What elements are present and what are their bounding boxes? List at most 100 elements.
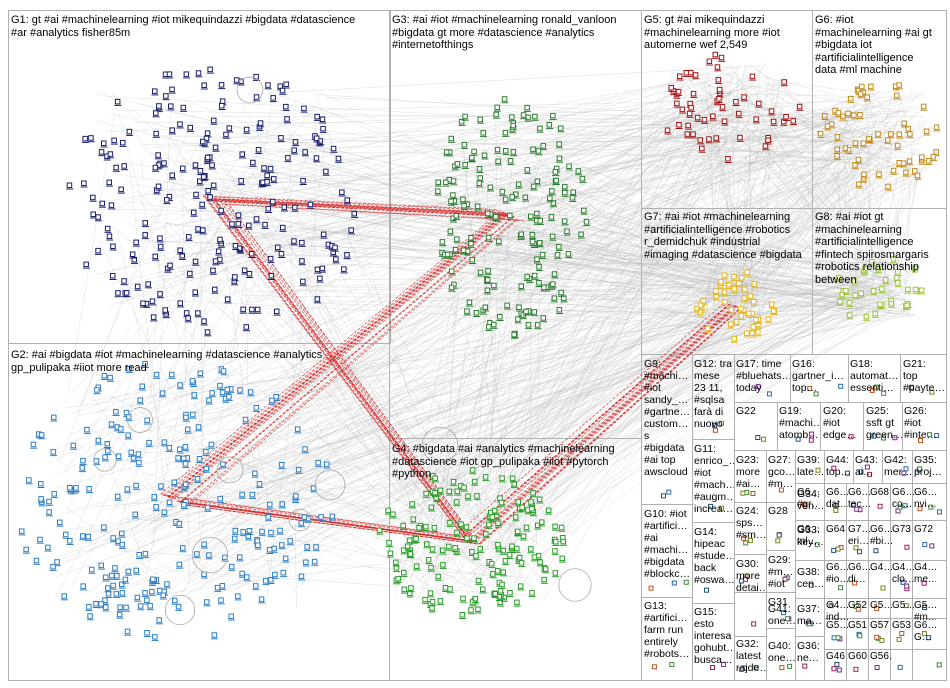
node <box>523 308 529 315</box>
edge <box>859 168 917 316</box>
node <box>175 603 182 610</box>
edge <box>202 87 747 253</box>
node <box>852 162 858 168</box>
edge <box>448 286 750 296</box>
node <box>484 287 491 293</box>
node <box>253 216 260 222</box>
node <box>510 122 516 129</box>
node <box>453 213 459 219</box>
edge-heavy <box>188 504 478 545</box>
node <box>437 487 444 494</box>
node <box>545 507 552 514</box>
node <box>440 562 446 568</box>
node <box>317 275 323 282</box>
node <box>153 110 159 116</box>
tiny-group-label: G6… dat… <box>826 487 848 510</box>
edge <box>328 218 502 258</box>
node <box>460 247 467 253</box>
node <box>920 103 927 110</box>
edge <box>451 92 915 248</box>
node <box>564 228 570 235</box>
node <box>218 207 224 214</box>
node <box>501 96 508 102</box>
edge <box>212 280 729 519</box>
edge <box>856 92 893 269</box>
edge <box>463 215 523 304</box>
edge-heavy <box>202 194 464 537</box>
edge <box>273 314 706 510</box>
node <box>268 273 275 279</box>
node <box>850 502 856 508</box>
node <box>311 558 318 565</box>
edge-heavy <box>163 211 504 496</box>
node <box>553 539 559 545</box>
edge <box>315 91 454 540</box>
node <box>485 234 492 241</box>
node <box>524 273 530 280</box>
node <box>864 94 870 100</box>
node <box>779 665 785 671</box>
node <box>80 533 86 539</box>
node <box>751 621 757 627</box>
edge-heavy <box>463 302 732 538</box>
node <box>279 87 286 94</box>
node <box>721 272 728 278</box>
edge <box>434 298 879 598</box>
edge <box>468 275 860 510</box>
node <box>265 82 271 88</box>
edge <box>487 158 522 247</box>
node <box>676 122 682 128</box>
node <box>319 265 326 272</box>
node <box>177 300 183 306</box>
node <box>193 191 199 198</box>
edge <box>429 101 752 580</box>
node <box>299 258 305 264</box>
node <box>131 256 137 263</box>
node <box>461 202 467 209</box>
node <box>300 178 306 184</box>
edge <box>396 126 759 483</box>
node <box>469 467 476 473</box>
node <box>831 547 837 553</box>
edge <box>437 77 707 593</box>
node <box>765 316 772 322</box>
edge <box>146 111 763 231</box>
node <box>504 302 510 309</box>
node <box>904 302 910 309</box>
edge <box>164 70 713 239</box>
node <box>98 562 104 569</box>
node <box>753 317 759 323</box>
edge <box>760 154 896 296</box>
node <box>531 272 538 279</box>
node <box>116 611 123 618</box>
node <box>535 148 542 154</box>
edge <box>754 74 838 96</box>
node <box>320 231 327 238</box>
node <box>922 542 928 548</box>
node <box>235 221 242 227</box>
node <box>562 189 568 196</box>
node <box>509 114 515 120</box>
node <box>249 491 256 498</box>
edge-heavy <box>208 196 500 212</box>
node <box>106 233 113 239</box>
node <box>88 135 94 141</box>
edge <box>845 165 860 283</box>
node <box>529 238 536 245</box>
node <box>859 83 865 90</box>
node <box>80 457 86 464</box>
node <box>923 128 930 134</box>
node <box>461 142 468 148</box>
node <box>387 550 394 556</box>
node <box>161 509 168 515</box>
node <box>494 568 501 574</box>
edge-heavy <box>210 198 468 539</box>
node <box>119 530 125 537</box>
node <box>33 557 40 564</box>
node <box>502 196 509 203</box>
node <box>551 295 558 301</box>
node <box>87 613 93 619</box>
node <box>232 527 239 534</box>
edge <box>154 115 775 604</box>
node <box>125 432 131 438</box>
